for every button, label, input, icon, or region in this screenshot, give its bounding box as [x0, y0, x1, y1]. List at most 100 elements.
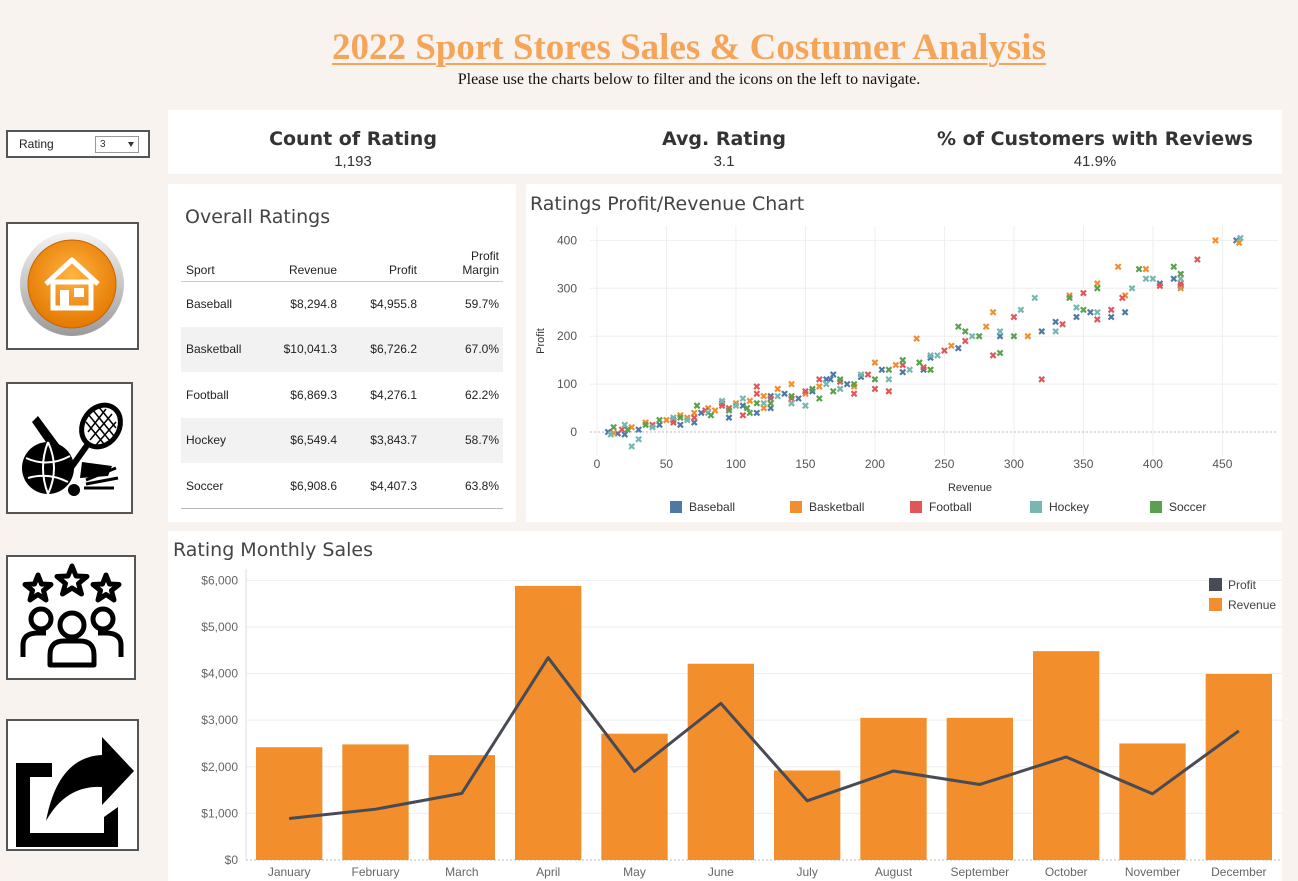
share-nav-button[interactable]: [6, 719, 139, 851]
scatter-point[interactable]: [802, 402, 809, 410]
scatter-point[interactable]: [663, 416, 670, 424]
table-row[interactable]: Baseball $8,294.8 $4,955.8 59.7%: [181, 281, 503, 327]
scatter-point[interactable]: [1107, 313, 1115, 321]
scatter-point[interactable]: [621, 421, 629, 429]
scatter-point[interactable]: [822, 380, 830, 388]
scatter-point[interactable]: [753, 399, 761, 407]
scatter-point[interactable]: [1052, 328, 1059, 335]
scatter-point[interactable]: [961, 337, 969, 345]
home-nav-button[interactable]: [6, 222, 139, 350]
scatter-point[interactable]: [743, 404, 751, 412]
scatter-point[interactable]: [1052, 318, 1059, 326]
scatter-point[interactable]: [711, 407, 719, 414]
scatter-point[interactable]: [642, 421, 649, 429]
scatter-point[interactable]: [628, 423, 636, 431]
scatter-point[interactable]: [836, 375, 844, 383]
legend-label[interactable]: Baseball: [689, 500, 735, 514]
scatter-point[interactable]: [788, 380, 795, 388]
scatter-point[interactable]: [1093, 308, 1101, 316]
scatter-point[interactable]: [1114, 263, 1122, 271]
scatter-point[interactable]: [1073, 313, 1080, 321]
scatter-point[interactable]: [927, 351, 934, 359]
scatter-point[interactable]: [1194, 256, 1201, 263]
legend-label[interactable]: Revenue: [1228, 598, 1276, 612]
legend-label[interactable]: Hockey: [1049, 500, 1089, 514]
scatter-point[interactable]: [1038, 328, 1046, 335]
revenue-bar[interactable]: [774, 770, 841, 860]
legend-label[interactable]: Profit: [1228, 578, 1257, 592]
scatter-point[interactable]: [690, 414, 698, 422]
scatter-point[interactable]: [836, 385, 844, 393]
scatter-point[interactable]: [941, 347, 948, 354]
rating-filter[interactable]: Rating 3: [6, 130, 150, 158]
scatter-point[interactable]: [676, 414, 684, 422]
scatter-point[interactable]: [916, 359, 923, 366]
scatter-point[interactable]: [725, 407, 733, 414]
table-row[interactable]: Football $6,869.3 $4,276.1 62.2%: [181, 372, 503, 418]
scatter-point[interactable]: [649, 423, 656, 431]
scatter-point[interactable]: [989, 351, 997, 359]
scatter-point[interactable]: [934, 351, 941, 359]
scatter-point[interactable]: [871, 359, 879, 366]
scatter-point[interactable]: [815, 375, 823, 383]
scatter-point[interactable]: [781, 390, 788, 398]
scatter-point[interactable]: [827, 375, 834, 383]
revenue-bar[interactable]: [1205, 674, 1272, 860]
scatter-point[interactable]: [683, 416, 691, 424]
revenue-bar[interactable]: [1119, 743, 1186, 860]
scatter-point[interactable]: [1121, 308, 1129, 316]
scatter-point[interactable]: [1010, 313, 1018, 321]
revenue-bar[interactable]: [515, 585, 582, 860]
scatter-point[interactable]: [739, 395, 747, 402]
scatter-point[interactable]: [1177, 270, 1185, 278]
scatter-point[interactable]: [1038, 375, 1046, 383]
scatter-point[interactable]: [885, 387, 893, 395]
scatter-point[interactable]: [850, 390, 858, 398]
scatter-point[interactable]: [878, 366, 886, 374]
scatter-point[interactable]: [1017, 306, 1025, 314]
scatter-point[interactable]: [760, 399, 768, 407]
monthly-sales-chart[interactable]: $0 $1,000 $2,000 $3,000 $4,000 $5,000 $6,000 Ja…: [168, 531, 1298, 881]
scatter-point[interactable]: [753, 390, 761, 398]
rating-filter-select[interactable]: 3: [95, 136, 139, 153]
scatter-point[interactable]: [1212, 236, 1219, 244]
scatter-point[interactable]: [968, 332, 976, 340]
scatter-point[interactable]: [996, 349, 1004, 357]
table-row[interactable]: Basketball $10,041.3 $6,726.2 67.0%: [181, 326, 503, 372]
scatter-point[interactable]: [1235, 239, 1243, 247]
scatter-point[interactable]: [864, 371, 872, 378]
scatter-point[interactable]: [885, 375, 893, 383]
scatter-point[interactable]: [628, 443, 636, 450]
scatter-point[interactable]: [982, 323, 990, 331]
scatter-point[interactable]: [767, 399, 775, 407]
scatter-point[interactable]: [635, 435, 643, 443]
scatter-point[interactable]: [871, 375, 879, 383]
scatter-point[interactable]: [1080, 306, 1087, 314]
scatter-point[interactable]: [954, 323, 962, 331]
scatter-point[interactable]: [697, 409, 705, 417]
scatter-point[interactable]: [1031, 294, 1039, 302]
scatter-point[interactable]: [732, 402, 740, 410]
scatter-point[interactable]: [906, 366, 914, 374]
scatter-point[interactable]: [621, 431, 629, 438]
scatter-point[interactable]: [1128, 284, 1136, 292]
scatter-point[interactable]: [1142, 275, 1150, 283]
scatter-point[interactable]: [996, 328, 1004, 335]
revenue-bar[interactable]: [860, 717, 927, 860]
scatter-point[interactable]: [656, 416, 663, 424]
scatter-point[interactable]: [739, 411, 747, 419]
scatter-point[interactable]: [1170, 263, 1178, 271]
table-row[interactable]: Hockey $6,549.4 $3,843.7 58.7%: [181, 417, 503, 463]
scatter-chart[interactable]: 0 50 100 150 200 250 300 350 400 450 0 100 200 300 400…: [526, 184, 1282, 522]
scatter-point[interactable]: [961, 328, 969, 335]
scatter-point[interactable]: [871, 385, 879, 393]
scatter-point[interactable]: [774, 392, 782, 400]
scatter-point[interactable]: [1024, 332, 1032, 340]
scatter-point[interactable]: [850, 380, 858, 388]
scatter-point[interactable]: [899, 368, 907, 376]
scatter-point[interactable]: [920, 363, 927, 371]
scatter-point[interactable]: [1066, 294, 1073, 302]
scatter-point[interactable]: [1107, 306, 1115, 314]
revenue-bar[interactable]: [687, 663, 754, 860]
scatter-point[interactable]: [1170, 275, 1178, 283]
